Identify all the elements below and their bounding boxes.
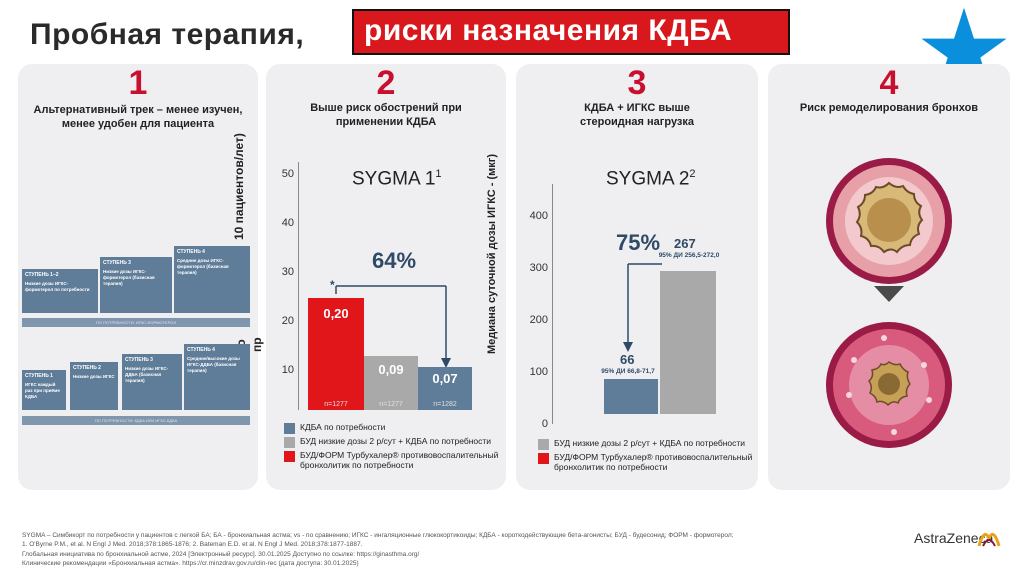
panel-number: 3 xyxy=(627,64,647,102)
down-arrow-icon xyxy=(874,286,904,302)
legend-item: БУД/ФОРМ Турбухалер® противовоспалительн… xyxy=(284,450,502,470)
star-icon xyxy=(921,7,1007,90)
track-bottom-step: СТУПЕНЬ 3 Низкие дозы ИГКС-ДДБА (базисная… xyxy=(122,354,182,410)
panel-number: 1 xyxy=(128,64,148,102)
y-tick: 100 xyxy=(529,366,548,378)
page-title: Пробная терапия, xyxy=(30,18,305,51)
track-top-foot: ПО ПОТРЕБНОСТИ: ИГКС-ФОРМОТЕРОЛ xyxy=(22,318,250,327)
footnote-line: Глобальная инициатива по бронхиальной ас… xyxy=(22,550,420,558)
track-top-step: СТУПЕНЬ 1–2 Низкие дозы ИГКС-формотерол п… xyxy=(22,269,98,313)
study-name: SYGMA 22 xyxy=(606,168,696,190)
logo-mark-icon xyxy=(977,532,1001,547)
healthy-bronchus-image xyxy=(826,158,952,284)
legend: БУД низкие дозы 2 р/сут + КДБА по потреб… xyxy=(538,438,754,474)
y-tick: 300 xyxy=(529,262,548,274)
track-bottom-foot: ПО ПОТРЕБНОСТИ: КДБА ИЛИ ИГКС-КДБА xyxy=(22,416,250,425)
panel-alternative-track: 1 Альтернативный трек – менее изучен, ме… xyxy=(18,64,264,490)
y-tick: 50 xyxy=(281,168,294,180)
bar-label-high: 267 xyxy=(674,236,696,251)
y-tick: 30 xyxy=(281,266,294,278)
legend: КДБА по потребности БУД низкие дозы 2 р/… xyxy=(284,422,502,472)
panel-remodeling: 4 Риск ремоделирования бронхов xyxy=(768,64,1010,490)
panel-steroid-load: 3 КДБА + ИГКС выше стероидная нагрузка М… xyxy=(486,64,758,490)
exacerbation-arrow xyxy=(335,285,451,368)
y-tick: 20 xyxy=(281,315,294,327)
panel-number: 4 xyxy=(879,64,899,102)
reduction-percent: 64% xyxy=(372,248,417,273)
steroid-arrow xyxy=(623,263,662,352)
y-axis xyxy=(552,184,553,424)
panel-text: Альтернативный трек – менее изучен, мене… xyxy=(33,104,243,130)
footnote: SYGMA – Симбикорт по потребности у пацие… xyxy=(22,531,872,569)
track-bottom-step: СТУПЕНЬ 4 Средние/высокие дозы ИГКС-ДДБА … xyxy=(184,344,250,410)
footnote-line: SYGMA – Симбикорт по потребности у пацие… xyxy=(22,532,734,539)
page-title-wrap: Пробная терапия, xyxy=(30,14,304,56)
track-top-step: СТУПЕНЬ 4 Средние дозы ИГКС-формотерол (б… xyxy=(174,246,250,313)
y-tick: 40 xyxy=(281,217,294,229)
ci-high: 95% ДИ 256,5-272,0 xyxy=(658,252,720,259)
title-highlight-box: риски назначения КДБА xyxy=(352,9,790,55)
y-tick: 200 xyxy=(529,314,548,326)
y-tick: 0 xyxy=(541,418,548,430)
y-axis-label: Медиана суточной дозы ИГКС - (мкг) xyxy=(486,153,498,354)
y-tick: 10 xyxy=(281,364,294,376)
bar-budform-sygma2 xyxy=(604,379,658,414)
legend-item: БУД низкие дозы 2 р/сут + КДБА по потреб… xyxy=(284,436,502,448)
footnote-line: Клинические рекомендации «Бронхиальная а… xyxy=(22,560,359,568)
y-axis-label-fragment: 10 пациентов/лет) xyxy=(232,133,246,240)
remodeled-bronchus-image xyxy=(826,322,952,448)
side-fragment: пр xyxy=(250,337,264,352)
legend-item: КДБА по потребности xyxy=(284,422,502,434)
track-bottom-step: СТУПЕНЬ 1 ИГКС каждый раз при приёме КДБА xyxy=(22,370,66,410)
y-tick: 400 xyxy=(529,210,548,222)
panel-exacerbation-risk: 2 Выше риск обострений при применении КД… xyxy=(266,64,506,490)
brand-logo: AstraZeneca xyxy=(914,530,994,546)
bar-saba: 0,07 n=1282 xyxy=(418,367,472,410)
bar-bud-low-dose-sygma2 xyxy=(660,271,716,414)
bar-bud-low-dose: 0,09 n=1277 xyxy=(364,356,418,410)
significance-asterisk: * xyxy=(330,278,335,292)
track-top-step: СТУПЕНЬ 3 Низкие дозы ИГКС-формотерол (ба… xyxy=(100,257,172,313)
panel-text: КДБА + ИГКС выше стероидная нагрузка xyxy=(579,102,695,128)
bar-label-low: 66 xyxy=(620,352,635,367)
reduction-percent: 75% xyxy=(616,230,661,255)
legend-item: БУД/ФОРМ Турбухалер® противовоспалительн… xyxy=(538,452,754,472)
track-bottom-step: СТУПЕНЬ 2 Низкие дозы ИГКС xyxy=(70,362,118,410)
y-axis xyxy=(298,162,299,410)
footnote-line: 1. O'Byrne P.M., et al. N Engl J Med. 20… xyxy=(22,541,363,549)
ci-low: 95% ДИ 66,8-71,7 xyxy=(601,368,655,375)
bar-sma-budform: 0,20 n=1277 xyxy=(308,298,364,410)
legend-item: БУД низкие дозы 2 р/сут + КДБА по потреб… xyxy=(538,438,754,450)
panel-number: 2 xyxy=(376,64,396,102)
study-name: SYGMA 11 xyxy=(352,168,442,190)
panel-text: Риск ремоделирования бронхов xyxy=(799,102,979,114)
title-highlight: риски назначения КДБА xyxy=(364,14,733,47)
panel-text: Выше риск обострений при применении КДБА xyxy=(310,102,462,128)
